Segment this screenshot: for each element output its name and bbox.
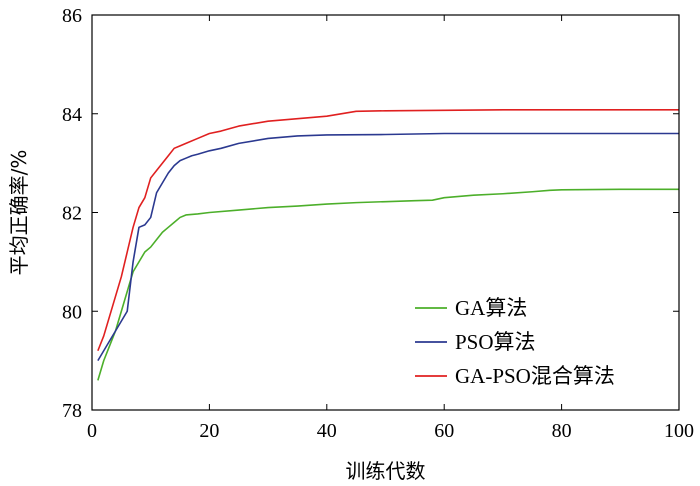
series-line-1 <box>97 188 679 381</box>
y-tick-label: 80 <box>62 301 82 323</box>
legend-label-1: GA算法 <box>455 296 527 320</box>
x-tick-label: 100 <box>664 420 694 442</box>
y-tick-label: 84 <box>62 104 82 126</box>
axes: 0 20 40 60 80 100 78 80 82 84 86 <box>62 5 694 442</box>
series-line-3 <box>97 109 679 352</box>
y-tick-label: 78 <box>62 400 82 422</box>
legend: GA算法 PSO算法 GA-PSO混合算法 <box>415 296 615 388</box>
x-axis-title: 训练代数 <box>346 459 426 483</box>
legend-label-2: PSO算法 <box>455 330 536 354</box>
x-tick-label: 0 <box>87 420 97 442</box>
x-tick-label: 60 <box>434 420 454 442</box>
x-tick-label: 80 <box>552 420 572 442</box>
y-tick-label: 86 <box>62 5 82 27</box>
plot-area <box>97 109 679 381</box>
x-tick-label: 20 <box>199 420 219 442</box>
series-line-2 <box>97 132 679 362</box>
legend-label-3: GA-PSO混合算法 <box>455 364 615 388</box>
x-tick-label: 40 <box>317 420 337 442</box>
y-tick-label: 82 <box>62 203 82 225</box>
plot-frame <box>91 14 680 411</box>
y-axis-title: 平均正确率/% <box>7 150 31 276</box>
